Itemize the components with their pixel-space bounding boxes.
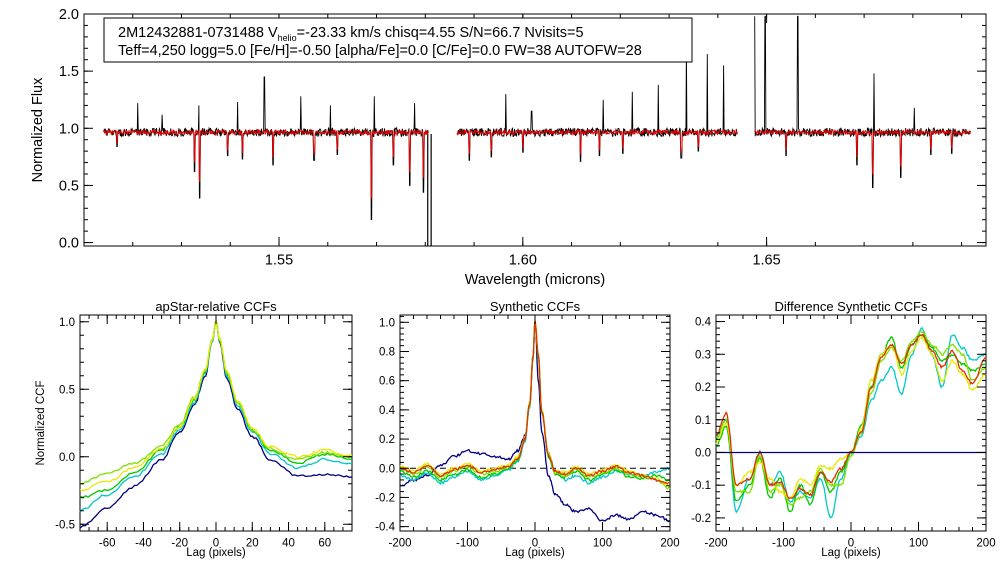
y-tick-label: 1.5 <box>59 64 79 80</box>
y-tick-label: 1.0 <box>379 317 395 329</box>
ccf-series-visit1 <box>79 320 353 529</box>
difference-ccf-axes: -200 -100 0 100 200 -0.2 -0.1 0.0 0.1 0.2 0.3 0.4 <box>691 315 996 550</box>
x-tick-label: -100 <box>772 538 795 550</box>
y-tick-label: 1.0 <box>59 317 75 329</box>
x-tick-label: 1.60 <box>509 253 537 269</box>
apstar-ccf-title: apStar-relative CCFs <box>155 299 277 314</box>
y-tick-label: 0.0 <box>59 236 79 252</box>
y-tick-label: -0.1 <box>691 480 711 492</box>
apstar-ccf-panel: apStar-relative CCFs -60 -40 -20 0 20 40 60 -0.… <box>35 299 353 559</box>
y-tick-label: -0.2 <box>375 492 395 504</box>
info-box <box>103 17 693 63</box>
ccf-series-visit4 <box>399 322 671 490</box>
x-tick-label: -200 <box>388 538 411 550</box>
y-tick-label: 0.2 <box>379 434 395 446</box>
ccf-series-visit4 <box>715 330 987 506</box>
apstar-ccf-series <box>79 318 353 529</box>
spectrum-frame <box>83 13 987 247</box>
x-tick-label: 200 <box>660 538 679 550</box>
ccf-series-visit5 <box>399 321 671 487</box>
spectrum-series <box>103 15 971 246</box>
ccf-series-visit3 <box>399 321 671 482</box>
x-tick-label: -200 <box>704 538 727 550</box>
ccf-series-visit5 <box>79 318 353 492</box>
x-tick-label: 40 <box>282 538 295 550</box>
y-tick-label: 0.6 <box>379 376 395 388</box>
difference-ccf-series <box>715 326 987 519</box>
difference-ccf-xlabel: Lag (pixels) <box>821 547 881 559</box>
y-tick-label: -0.2 <box>691 513 711 525</box>
info-line-1: 2M12432881-0731488 Vhelio=-23.33 km/s ch… <box>118 25 584 43</box>
x-tick-label: 100 <box>909 538 928 550</box>
y-tick-label: 0.5 <box>59 179 79 195</box>
x-tick-label: 100 <box>593 538 612 550</box>
y-tick-label: 0.8 <box>379 347 395 359</box>
info-line-2: Teff=4,250 logg=5.0 [Fe/H]=-0.50 [alpha/… <box>118 43 642 59</box>
difference-ccf-frame <box>715 314 987 532</box>
y-tick-label: 0.4 <box>379 405 396 417</box>
spectrum-ylabel: Normalized Flux <box>30 77 46 182</box>
y-tick-label: 0.5 <box>59 384 75 396</box>
ccf-series-visit4 <box>79 319 353 485</box>
spectrum-axes: 1.55 1.60 1.65 0.0 0.5 1.0 1.5 2.0 <box>59 7 986 269</box>
y-tick-label: 0.0 <box>695 447 711 459</box>
ccf-series-visit2 <box>79 318 353 513</box>
ccf-series-visit1 <box>399 321 671 523</box>
synthetic-ccf-title: Synthetic CCFs <box>490 299 581 314</box>
x-tick-label: -40 <box>135 538 152 550</box>
x-tick-label: -100 <box>456 538 479 550</box>
synthetic-ccf-series <box>399 320 671 523</box>
vhelio-subscript: helio <box>278 33 297 43</box>
y-tick-label: 1.0 <box>59 121 79 137</box>
difference-ccf-panel: Difference Synthetic CCFs -200 -100 0 100 20… <box>691 299 995 559</box>
y-tick-label: 0.0 <box>59 452 75 464</box>
apstar-ccf-ylabel: Normalized CCF <box>35 381 47 466</box>
ccf-series-visit5 <box>715 335 987 500</box>
synthetic-ccf-axes: -200 -100 0 100 200 -0.4 -0.2 0.0 0.2 0.4 0.6 0.8 1.… <box>375 315 680 550</box>
apstar-ccf-axes: -60 -40 -20 0 20 40 60 -0.5 0.0 0.5 1.0 <box>55 315 353 550</box>
y-tick-label: 0.3 <box>695 349 711 361</box>
y-tick-label: -0.4 <box>375 522 395 534</box>
ccf-series-visit3 <box>715 334 987 513</box>
y-tick-label: 2.0 <box>59 7 79 23</box>
ccf-series-visit6 <box>399 320 670 485</box>
x-tick-label: -20 <box>171 538 188 550</box>
x-tick-label: 200 <box>976 538 995 550</box>
model-spectrum <box>103 128 971 199</box>
x-tick-label: 0 <box>213 538 219 550</box>
spectrum-xlabel: Wavelength (microns) <box>465 272 605 288</box>
difference-ccf-title: Difference Synthetic CCFs <box>775 299 928 314</box>
ccf-series-visit2 <box>399 321 671 486</box>
ccf-series-visit2 <box>716 326 987 519</box>
x-tick-label: 20 <box>246 538 259 550</box>
x-tick-label: 0 <box>532 538 538 550</box>
y-tick-label: 0.1 <box>695 415 711 427</box>
info-line-1-rest: =-23.33 km/s chisq=4.55 S/N=66.7 Nvisits… <box>297 25 584 41</box>
x-tick-label: -60 <box>99 538 116 550</box>
y-tick-label: 0.4 <box>695 317 712 329</box>
x-tick-label: 1.55 <box>265 253 293 269</box>
spectrum-panel: 1.55 1.60 1.65 0.0 0.5 1.0 1.5 2.0 2M12432881-0… <box>30 7 987 288</box>
synthetic-ccf-panel: Synthetic CCFs -200 -100 0 100 200 -0.4 -0.2 0.… <box>375 299 679 559</box>
synthetic-ccf-xlabel: Lag (pixels) <box>505 547 565 559</box>
synthetic-ccf-frame <box>399 314 671 532</box>
ccf-series-visit6 <box>715 333 987 500</box>
apstar-ccf-xlabel: Lag (pixels) <box>186 547 246 559</box>
ccf-series-visit3 <box>79 320 353 499</box>
apstar-ccf-frame <box>79 314 353 532</box>
x-tick-label: 60 <box>318 538 331 550</box>
x-tick-label: 0 <box>848 538 854 550</box>
y-tick-label: 0.0 <box>379 463 395 475</box>
x-tick-label: 1.65 <box>752 253 780 269</box>
y-tick-label: -0.5 <box>55 519 75 531</box>
y-tick-label: 0.2 <box>695 382 711 394</box>
